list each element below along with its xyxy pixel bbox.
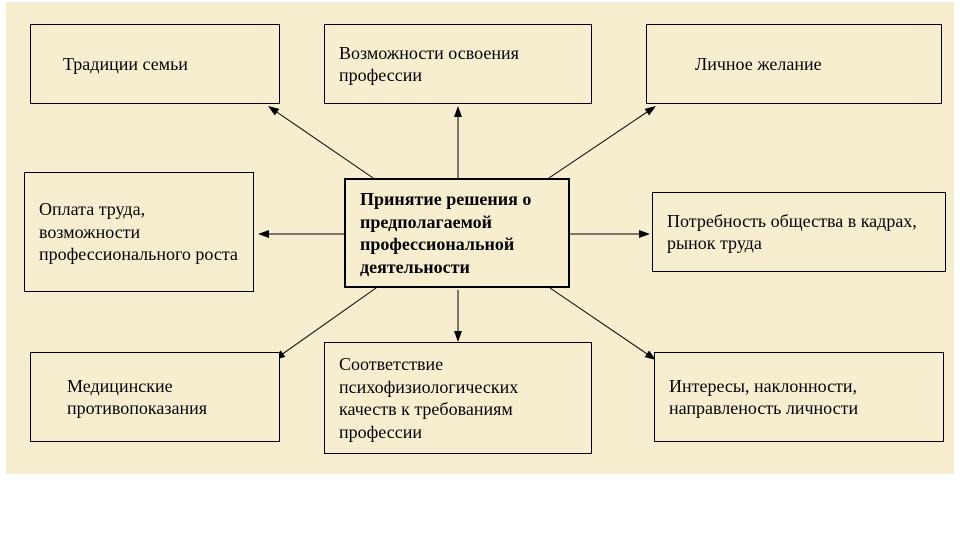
node-br-label: Интересы, наклонности, направленость лич… [669,375,929,420]
node-tr: Личное желание [646,24,942,104]
node-mr: Потребность общества в кадрах, рынок тру… [652,192,946,272]
node-br: Интересы, наклонности, направленость лич… [654,352,944,442]
node-ml-label: Оплата труда, возможности профессиональн… [39,198,239,266]
node-tc-label: Возможности освоения профессии [339,42,577,87]
node-tc: Возможности освоения профессии [324,24,592,104]
node-tl: Традиции семьи [30,24,280,104]
node-ml: Оплата труда, возможности профессиональн… [24,172,254,292]
center-node-label: Принятие решения о предполагаемой профес… [360,188,554,278]
node-mr-label: Потребность общества в кадрах, рынок тру… [667,210,931,255]
center-node: Принятие решения о предполагаемой профес… [344,178,570,288]
diagram-stage: Традиции семьи Возможности освоения профе… [6,2,954,474]
node-bc-label: Соответствие психофизиологических качест… [339,353,577,443]
node-bl: Медицинские противопоказания [30,352,280,442]
node-bc: Соответствие психофизиологических качест… [324,342,592,454]
node-tl-label: Традиции семьи [63,53,188,76]
node-bl-label: Медицинские противопоказания [67,375,265,420]
node-tr-label: Личное желание [695,53,822,76]
diagram-canvas: Традиции семьи Возможности освоения профе… [0,0,960,540]
